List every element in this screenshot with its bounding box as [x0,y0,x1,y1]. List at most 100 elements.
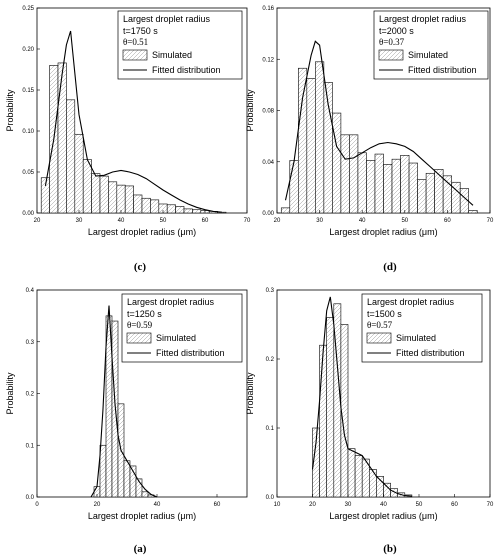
y-tick-label: 0.00 [262,211,274,217]
y-tick-label: 0.08 [262,109,274,115]
histogram-bar [124,185,134,214]
x-tick-label: 20 [274,218,281,224]
panel-caption: (b) [383,543,397,555]
x-tick-label: 40 [154,502,161,508]
x-tick-label: 20 [309,502,316,508]
y-tick-label: 0.05 [22,170,34,176]
x-tick-label: 60 [214,502,221,508]
x-tick-label: 30 [76,218,83,224]
legend-time: t=2000 s [379,26,414,36]
legend-simulated-swatch [122,49,148,61]
x-tick-label: 40 [359,218,366,224]
x-tick-label: 60 [444,218,451,224]
histogram-bar [175,206,185,214]
histogram-bar [374,153,384,214]
y-tick-label: 0.1 [26,443,35,449]
x-tick-label: 50 [401,218,408,224]
histogram-bar [347,448,356,498]
legend-fitted-label: Fitted distribution [156,348,225,358]
histogram-bar [368,469,377,498]
histogram-bar [326,317,335,498]
legend-time: t=1250 s [127,309,162,319]
fitted-curve [311,296,412,497]
fitted-curve [90,305,158,498]
histogram-bar [408,162,418,214]
y-tick-label: 0.2 [26,392,35,398]
histogram-bar [116,184,126,214]
legend-simulated-label: Simulated [156,333,196,343]
x-tick-label: 40 [380,502,387,508]
legend-simulated-swatch [126,332,152,344]
x-tick-label: 60 [202,218,209,224]
x-tick-label: 20 [94,502,101,508]
y-axis-label: Probability [5,372,15,415]
y-tick-label: 0.20 [22,47,34,53]
x-axis-label: Largest droplet radius (μm) [329,511,437,521]
y-tick-label: 0.4 [26,288,35,294]
legend-time: t=1750 s [123,26,158,36]
histogram-bar [383,164,393,214]
histogram-bar [340,324,349,498]
x-tick-label: 70 [244,218,251,224]
legend-simulated-label: Simulated [152,50,192,60]
histogram-bar [192,209,202,214]
histogram-bar [135,478,143,498]
histogram-bar [99,175,109,214]
x-axis-label: Largest droplet radius (μm) [88,511,196,521]
x-axis-label: Largest droplet radius (μm) [88,227,196,237]
panel-a: 0 20 40 60 0.0 0.1 0.2 0.3 0.4 Largest droplet ra… [5,288,248,555]
histogram-bar [332,112,342,214]
histogram-bar [349,134,359,214]
histogram-bar [57,62,67,214]
legend-fitted-label: Fitted distribution [408,65,477,75]
y-tick-label: 0.25 [22,6,34,12]
histogram-bar [357,152,367,214]
x-tick-label: 20 [34,218,41,224]
histogram-bar [141,491,149,498]
legend-simulated-label: Simulated [408,50,448,60]
histogram-bar [166,204,176,214]
x-tick-label: 50 [416,502,423,508]
x-tick-label: 70 [487,502,494,508]
y-axis-label: Probability [245,89,255,132]
histogram-bar [442,175,452,214]
legend-theta: θ=0.51 [123,37,148,47]
legend-title: Largest droplet radius [379,14,467,24]
panel-c: 20 30 40 50 60 70 0.00 0.05 0.10 0.15 0.20 0.25 Larg… [5,6,251,273]
panel-caption: (d) [383,261,397,273]
fitted-curve [284,40,474,206]
legend-title: Largest droplet radius [123,14,211,24]
histogram-bar [306,78,316,214]
histogram-bar [74,133,84,214]
y-axis-label: Probability [245,372,255,415]
y-tick-label: 0.10 [22,129,34,135]
legend-time: t=1500 s [367,309,402,319]
histogram-bar [82,159,92,214]
legend-box [361,293,483,363]
y-tick-label: 0.3 [26,340,35,346]
panel-caption: (c) [134,261,147,273]
panel-d: 20 30 40 50 60 70 0.00 0.04 0.08 0.12 0.16 Largest … [245,6,494,273]
y-tick-label: 0.12 [262,57,274,63]
y-tick-label: 0.16 [262,6,274,12]
y-tick-label: 0.0 [266,495,275,501]
x-tick-label: 40 [118,218,125,224]
x-tick-label: 50 [160,218,167,224]
y-tick-label: 0.04 [262,160,274,166]
histogram-bar [366,160,376,214]
legend-box [121,293,243,363]
legend-theta: θ=0.37 [379,37,405,47]
histogram-bar [66,99,76,214]
y-tick-label: 0.0 [26,495,35,501]
y-tick-label: 0.2 [266,357,275,363]
y-tick-label: 0.3 [266,288,275,294]
legend-box [117,10,243,80]
histogram-bar [150,199,160,214]
legend-simulated-swatch [378,49,404,61]
histogram-bar [391,158,401,214]
legend-theta: θ=0.57 [367,320,393,330]
y-tick-label: 0.1 [266,426,275,432]
y-tick-label: 0.00 [22,211,34,217]
x-tick-label: 30 [316,218,323,224]
histogram-bar [141,197,151,214]
